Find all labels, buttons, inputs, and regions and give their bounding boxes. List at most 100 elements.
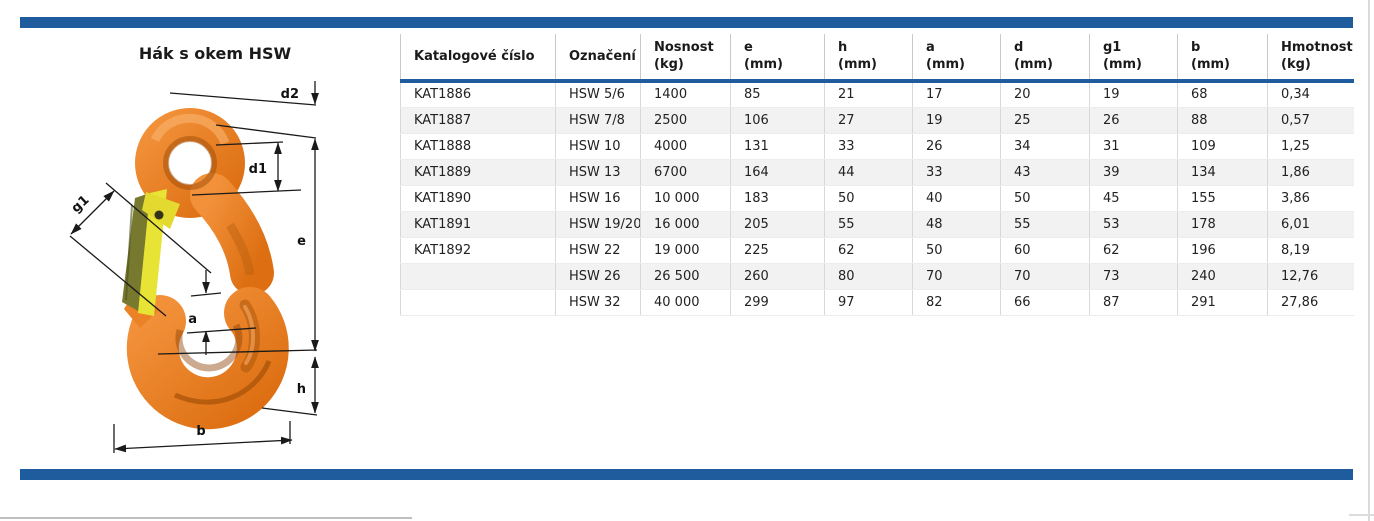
table-cell: 19 000 — [640, 237, 731, 264]
table-cell: HSW 19/20 — [555, 211, 641, 238]
table-cell: 183 — [730, 185, 825, 212]
table-cell: 26 — [1089, 107, 1178, 134]
table-cell: 82 — [912, 289, 1001, 316]
table-cell: 39 — [1089, 159, 1178, 186]
table-cell: 6700 — [640, 159, 731, 186]
table-cell: 10 000 — [640, 185, 731, 212]
table-cell: 16 000 — [640, 211, 731, 238]
table-row: KAT1887 HSW 7/8 2500 106 27 19 25 26 88 0,57 — [400, 107, 1354, 134]
table-row: HSW 32 40 000 299 97 82 66 87 291 27,86 — [400, 289, 1354, 316]
table-cell: 1400 — [640, 81, 731, 108]
table-cell: KAT1891 — [400, 211, 556, 238]
table-cell: 60 — [1000, 237, 1090, 264]
dim-label-a: a — [188, 312, 197, 327]
table-header-cell: a (mm) — [912, 34, 1001, 83]
table-cell: 106 — [730, 107, 825, 134]
table-cell: 40 — [912, 185, 1001, 212]
table-cell: 26 500 — [640, 263, 731, 290]
table-cell: 70 — [1000, 263, 1090, 290]
table-cell: 205 — [730, 211, 825, 238]
table-cell: HSW 5/6 — [555, 81, 641, 108]
table-cell: 0,34 — [1267, 81, 1354, 108]
table-cell: 55 — [824, 211, 913, 238]
table-cell: 299 — [730, 289, 825, 316]
table-cell: 88 — [1177, 107, 1268, 134]
hook-eye — [135, 108, 245, 218]
table-cell: 50 — [912, 237, 1001, 264]
table-cell: 40 000 — [640, 289, 731, 316]
table-header-cell: Hmotnost (kg) — [1267, 34, 1354, 83]
hook-figure: d2 d1 e g1 a h b — [69, 81, 319, 453]
table-cell: 19 — [912, 107, 1001, 134]
table-cell: KAT1887 — [400, 107, 556, 134]
dimension-lines — [69, 81, 319, 453]
table-cell: 8,19 — [1267, 237, 1354, 264]
table-cell: 55 — [1000, 211, 1090, 238]
table-cell: 80 — [824, 263, 913, 290]
dim-label-g1: g1 — [69, 193, 93, 216]
table-cell: 66 — [1000, 289, 1090, 316]
table-cell: 62 — [824, 237, 913, 264]
top-accent-bar — [20, 17, 1353, 28]
table-row: KAT1891 HSW 19/20 16 000 205 55 48 55 53 178 6,01 — [400, 211, 1354, 238]
table-cell: 27 — [824, 107, 913, 134]
table-cell: 85 — [730, 81, 825, 108]
table-cell: KAT1890 — [400, 185, 556, 212]
table-cell: KAT1892 — [400, 237, 556, 264]
table-cell: KAT1886 — [400, 81, 556, 108]
table-cell: 131 — [730, 133, 825, 160]
table-cell: 240 — [1177, 263, 1268, 290]
table-cell: 19 — [1089, 81, 1178, 108]
page-edge-bottom — [0, 517, 412, 519]
table-cell: 3,86 — [1267, 185, 1354, 212]
table-cell: 260 — [730, 263, 825, 290]
table-cell: 6,01 — [1267, 211, 1354, 238]
table-header-row: Katalogové číslo Označení Nosnost (kg) e (mm)… — [400, 34, 1354, 83]
table-cell: HSW 10 — [555, 133, 641, 160]
latch-pivot — [154, 210, 164, 220]
table-cell: 97 — [824, 289, 913, 316]
table-cell: 178 — [1177, 211, 1268, 238]
table-cell: 2500 — [640, 107, 731, 134]
table-cell: 50 — [1000, 185, 1090, 212]
dim-label-h: h — [297, 382, 306, 397]
table-cell: 26 — [912, 133, 1001, 160]
table-cell: 34 — [1000, 133, 1090, 160]
dim-label-e: e — [297, 234, 306, 249]
table-cell: 43 — [1000, 159, 1090, 186]
table-header: Katalogové číslo Označení Nosnost (kg) e (mm)… — [400, 34, 1354, 83]
table-header-cell: Nosnost (kg) — [640, 34, 731, 83]
dim-label-d1: d1 — [249, 162, 267, 177]
dim-label-d2: d2 — [281, 87, 299, 102]
table-cell: 62 — [1089, 237, 1178, 264]
table-cell: HSW 16 — [555, 185, 641, 212]
table-row: KAT1892 HSW 22 19 000 225 62 50 60 62 196 8,19 — [400, 237, 1354, 264]
table-cell: 33 — [912, 159, 1001, 186]
table-cell: HSW 32 — [555, 289, 641, 316]
table-cell: 134 — [1177, 159, 1268, 186]
table-header-cell: Katalogové číslo — [400, 34, 556, 83]
table-cell: 1,25 — [1267, 133, 1354, 160]
table-header-cell: Označení — [555, 34, 641, 83]
table-cell: 12,76 — [1267, 263, 1354, 290]
table-body: KAT1886 HSW 5/6 1400 85 21 17 20 19 68 0,34 KAT188… — [400, 81, 1354, 316]
spec-table: Katalogové číslo Označení Nosnost (kg) e (mm)… — [400, 34, 1354, 316]
table-cell: 68 — [1177, 81, 1268, 108]
table-cell: 4000 — [640, 133, 731, 160]
table-cell: 31 — [1089, 133, 1178, 160]
table-cell: 70 — [912, 263, 1001, 290]
table-cell: 45 — [1089, 185, 1178, 212]
table-cell: KAT1888 — [400, 133, 556, 160]
safety-latch — [122, 189, 180, 316]
table-header-cell: e (mm) — [730, 34, 825, 83]
table-cell: 73 — [1089, 263, 1178, 290]
table-cell: HSW 26 — [555, 263, 641, 290]
spec-table-container: Katalogové číslo Označení Nosnost (kg) e (mm)… — [400, 34, 1354, 316]
table-row: KAT1886 HSW 5/6 1400 85 21 17 20 19 68 0,34 — [400, 81, 1354, 108]
table-cell: 21 — [824, 81, 913, 108]
table-cell: 53 — [1089, 211, 1178, 238]
table-cell: 87 — [1089, 289, 1178, 316]
bottom-accent-bar — [20, 469, 1353, 480]
table-cell: 1,86 — [1267, 159, 1354, 186]
table-cell: 196 — [1177, 237, 1268, 264]
